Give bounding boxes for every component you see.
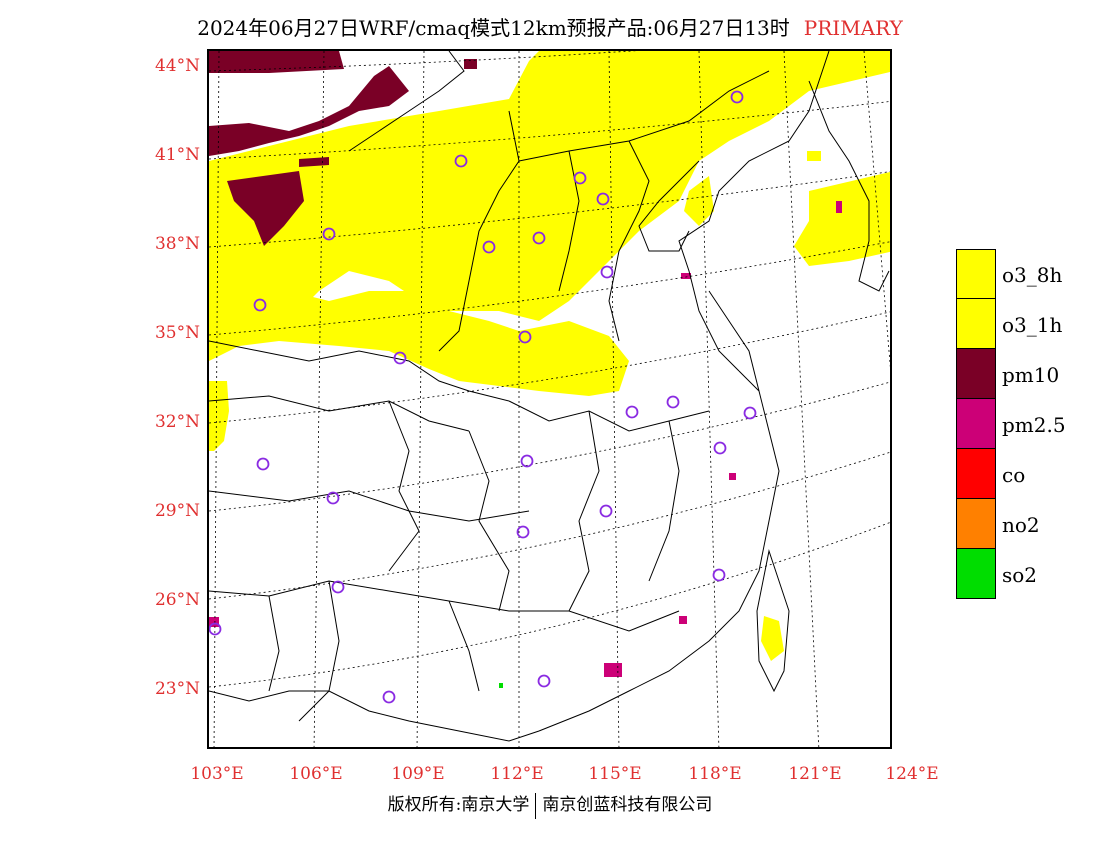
- legend-label: so2: [1002, 563, 1038, 587]
- title-text: 2024年06月27日WRF/cmaq模式12km预报产品:06月27日13时: [197, 16, 790, 40]
- o3-regions: [209, 51, 890, 661]
- legend-swatch: [956, 249, 996, 299]
- primary-tag: PRIMARY: [803, 16, 903, 40]
- legend-label: no2: [1002, 513, 1040, 537]
- copyright-footer: 版权所有:南京大学 南京创蓝科技有限公司: [0, 790, 1100, 819]
- legend-swatch: [956, 449, 996, 499]
- station-markers: [209, 90, 757, 704]
- lon-label-103: 103°E: [190, 764, 244, 784]
- pm10-regions: [209, 51, 477, 246]
- legend-swatch: [956, 299, 996, 349]
- lon-label-124: 124°E: [885, 764, 939, 784]
- footer-left: 版权所有:南京大学: [387, 795, 530, 815]
- legend-swatch: [956, 399, 996, 449]
- graticule: [209, 51, 890, 747]
- lat-label-41: 41°N: [154, 145, 200, 165]
- lat-label-44: 44°N: [154, 56, 200, 76]
- lat-label-35: 35°N: [154, 323, 200, 343]
- footer-divider: [535, 792, 537, 819]
- map-panel[interactable]: [207, 49, 892, 749]
- lon-label-106: 106°E: [289, 764, 343, 784]
- page-title: 2024年06月27日WRF/cmaq模式12km预报产品:06月27日13时 P…: [0, 12, 1100, 41]
- lat-label-23: 23°N: [154, 679, 200, 699]
- legend-label: o3_1h: [1002, 313, 1063, 337]
- lon-label-115: 115°E: [588, 764, 642, 784]
- footer-right: 南京创蓝科技有限公司: [542, 795, 713, 815]
- legend-swatch: [956, 549, 996, 599]
- so2-spot: [499, 683, 503, 688]
- lon-label-112: 112°E: [490, 764, 544, 784]
- lat-label-26: 26°N: [154, 590, 200, 610]
- legend-label: o3_8h: [1002, 263, 1063, 287]
- lat-label-29: 29°N: [154, 501, 200, 521]
- legend-swatch: [956, 349, 996, 399]
- lat-label-32: 32°N: [154, 412, 200, 432]
- map-canvas: [209, 51, 890, 747]
- lon-label-121: 121°E: [788, 764, 842, 784]
- legend-label: pm10: [1002, 363, 1060, 387]
- legend-label: pm2.5: [1002, 413, 1066, 437]
- legend-label: co: [1002, 463, 1026, 487]
- legend-swatch: [956, 499, 996, 549]
- lon-label-118: 118°E: [688, 764, 742, 784]
- lon-label-109: 109°E: [391, 764, 445, 784]
- lat-label-38: 38°N: [154, 234, 200, 254]
